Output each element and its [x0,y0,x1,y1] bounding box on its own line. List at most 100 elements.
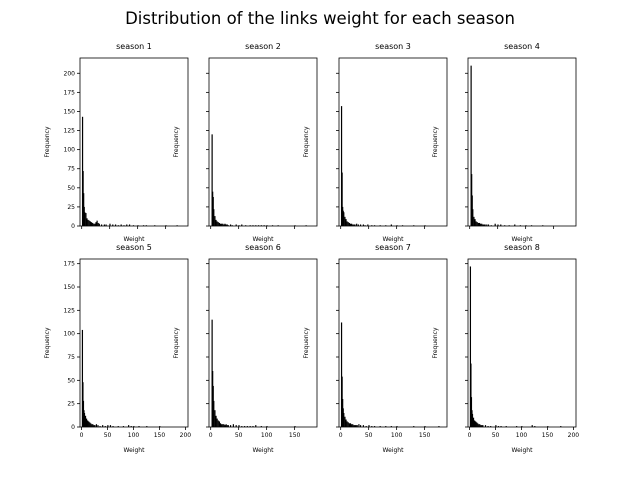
histogram-bar [385,426,387,427]
subplot-3: season 3 Weight Frequency [303,42,448,243]
histogram-bar [83,413,86,427]
y-tick-label: 100 [64,147,76,154]
histogram-bar [534,426,536,427]
x-tick-label: 100 [391,432,403,439]
histogram-bar [97,222,99,226]
histogram-bar [224,425,226,427]
histogram-bar [246,426,248,427]
histogram-bar [217,420,219,427]
histogram-bar [476,422,478,427]
histogram-bar [521,426,523,427]
histogram-bar [91,424,93,427]
histogram-bar [362,224,364,226]
histogram-bar [120,224,122,226]
histogram-bar [353,224,355,226]
histogram-bar [238,425,240,427]
histogram-bar [98,223,100,226]
histogram-bar [224,223,226,226]
subplot-title: season 7 [375,243,411,252]
histogram-bar [353,425,355,427]
histogram-bar [95,222,97,226]
histogram-bar [260,426,262,427]
y-axis-label: Frequency [173,126,180,157]
histogram-bar [89,422,91,427]
histogram-bar [235,224,237,226]
x-tick-label: 0 [80,432,84,439]
x-axis-label: Weight [383,236,405,243]
x-axis-label: Weight [253,447,275,454]
histogram-bar [105,224,107,226]
axes-frame [208,258,318,428]
y-tick-label: 150 [64,108,76,115]
histogram-bar [362,425,364,427]
histogram-bar [481,223,483,226]
histogram-bar [94,223,96,226]
histogram-bar [89,221,91,226]
histogram-bar [114,224,117,226]
y-tick-label: 175 [64,89,76,96]
histogram-bar [481,425,483,427]
x-axis-label: Weight [253,236,275,243]
axes-frame [208,57,318,227]
x-axis-label: Weight [124,447,146,454]
subplot-5: 0 50 100 150 200 0 25 50 75 100 125 150 175 season 5 W… [44,243,191,454]
x-axis-label: Weight [124,236,146,243]
subplot-grid: 0 25 50 75 100 125 150 175 200 season 1 Weight Freq… [44,42,579,454]
histogram-bar [349,423,352,427]
histogram-bar [218,222,220,226]
histogram-bar [229,224,232,226]
histogram-bar [500,224,502,226]
histogram-bar [221,424,223,427]
y-axis-label: Frequency [432,126,439,157]
x-tick-label: 50 [365,432,373,439]
subplot-2: season 2 Weight Frequency [173,42,318,243]
histogram-bar [475,421,477,427]
subplot-7: 0 50 100 150 season 7 Weight Frequency [303,243,448,454]
histogram-bar [500,426,502,427]
histogram-bar [92,424,94,427]
histogram-bar [87,219,89,226]
histogram-bar [346,421,348,427]
histogram-bar [390,426,392,427]
histogram-bar [482,425,484,427]
histogram-bar [497,224,499,226]
histogram-bar [294,426,296,427]
histogram-bar [138,426,140,427]
histogram-bar [126,224,128,226]
histogram-bar [216,418,218,427]
histogram-bar [214,216,216,226]
subplot-title: season 8 [504,243,540,252]
histogram-bar [112,426,114,427]
histogram-bar [345,219,347,226]
histogram-bar [470,363,472,427]
histogram-bar [86,218,88,226]
histogram-bar [88,421,90,427]
histogram-bar [223,224,225,226]
histogram-bar [222,223,224,226]
histogram-bar [477,222,479,226]
histogram-bar [516,426,518,427]
y-axis-label: Frequency [44,126,51,157]
histogram-bar [84,212,86,226]
histogram-bar [472,209,474,226]
histogram-bar [103,224,105,226]
y-tick-label: 0 [71,424,75,431]
histogram-bar [344,216,346,226]
histogram-bar [88,220,90,226]
x-tick-label: 100 [261,432,273,439]
x-tick-label: 150 [419,432,431,439]
histogram-bar [345,419,347,427]
histogram-bar [255,425,257,427]
histogram-bar [235,425,237,427]
histogram-bar [480,223,482,226]
axes-frame [467,57,577,227]
histogram-bar [112,224,114,226]
histogram-bar [371,426,373,427]
y-tick-label: 125 [64,307,76,314]
y-tick-label: 200 [64,70,76,77]
histogram-bar [347,422,349,427]
x-axis-label: Weight [383,447,405,454]
histogram-bar [219,423,222,427]
subplot-4: season 4 Weight Frequency [432,42,577,243]
